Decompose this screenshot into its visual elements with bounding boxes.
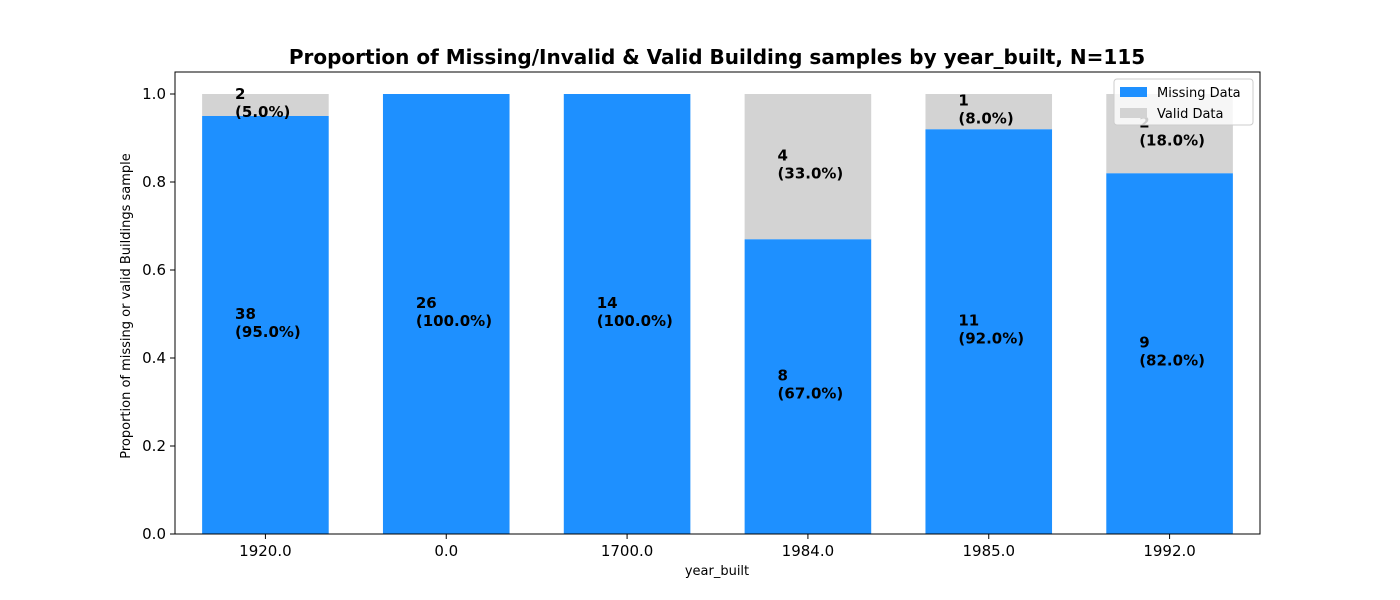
bar-count-label: 4 <box>778 147 788 165</box>
legend: Missing Data Valid Data <box>1113 78 1254 126</box>
plot-frame <box>174 71 1261 535</box>
bar-percent-label: (18.0%) <box>1139 132 1205 150</box>
bar-percent-label: (95.0%) <box>235 323 301 341</box>
bars-layer <box>202 94 1233 534</box>
bar-count-label: 1 <box>958 92 968 110</box>
y-tick-label: 1.0 <box>142 85 166 103</box>
bar-missing-data-5 <box>1106 173 1233 534</box>
bar-missing-data-1 <box>382 94 510 534</box>
bar-valid-data-3 <box>744 94 872 240</box>
bar-count-label: 9 <box>1139 334 1149 352</box>
bar-percent-label: (92.0%) <box>958 330 1024 348</box>
x-tick-label: 1984.0 <box>782 542 835 560</box>
bar-count-label: 2 <box>235 85 245 103</box>
bar-percent-label: (100.0%) <box>416 312 492 330</box>
y-tick-label: 0.2 <box>142 437 166 455</box>
bar-missing-data-3 <box>744 239 872 534</box>
bar-count-label: 38 <box>235 305 256 323</box>
bar-valid-data-4 <box>925 94 1053 130</box>
x-tick-label: 1985.0 <box>963 542 1016 560</box>
legend-swatch-missing-data <box>1120 87 1147 97</box>
legend-box <box>1113 78 1254 126</box>
x-tick-label: 0.0 <box>434 542 458 560</box>
bar-count-label: 14 <box>597 294 618 312</box>
x-tick-label: 1992.0 <box>1143 542 1196 560</box>
bar-count-label: 11 <box>958 312 979 330</box>
bar-missing-data-2 <box>563 94 691 534</box>
bar-percent-label: (8.0%) <box>958 110 1013 128</box>
bar-percent-label: (67.0%) <box>778 385 844 403</box>
bar-count-label: 8 <box>778 367 788 385</box>
bar-percent-label: (33.0%) <box>778 165 844 183</box>
bar-missing-data-0 <box>202 116 329 534</box>
legend-swatch-valid-data <box>1120 108 1147 118</box>
y-tick-label: 0.8 <box>142 173 166 191</box>
axes-layer: 1920.0 0.0 1700.0 1984.0 1985.0 1992.0 0.0 0.2 0… <box>142 71 1261 560</box>
y-axis-label: Proportion of missing or valid Buildings… <box>119 153 134 459</box>
x-axis-label: year_built <box>685 564 749 579</box>
bar-labels-layer: 38(95.0%)2(5.0%)26(100.0%)14(100.0%)8(67… <box>235 85 1205 403</box>
bar-percent-label: (5.0%) <box>235 103 290 121</box>
legend-label: Valid Data <box>1157 107 1224 122</box>
bar-percent-label: (82.0%) <box>1139 352 1205 370</box>
bar-valid-data-0 <box>202 94 329 116</box>
x-tick-label: 1700.0 <box>601 542 654 560</box>
y-tick-label: 0.0 <box>142 525 166 543</box>
legend-label: Missing Data <box>1157 86 1241 101</box>
bar-missing-data-4 <box>925 129 1053 534</box>
chart-title: Proportion of Missing/Invalid & Valid Bu… <box>289 45 1145 69</box>
bar-count-label: 26 <box>416 294 437 312</box>
bar-percent-label: (100.0%) <box>597 312 673 330</box>
x-tick-label: 1920.0 <box>239 542 292 560</box>
y-tick-label: 0.4 <box>142 349 166 367</box>
y-tick-label: 0.6 <box>142 261 166 279</box>
